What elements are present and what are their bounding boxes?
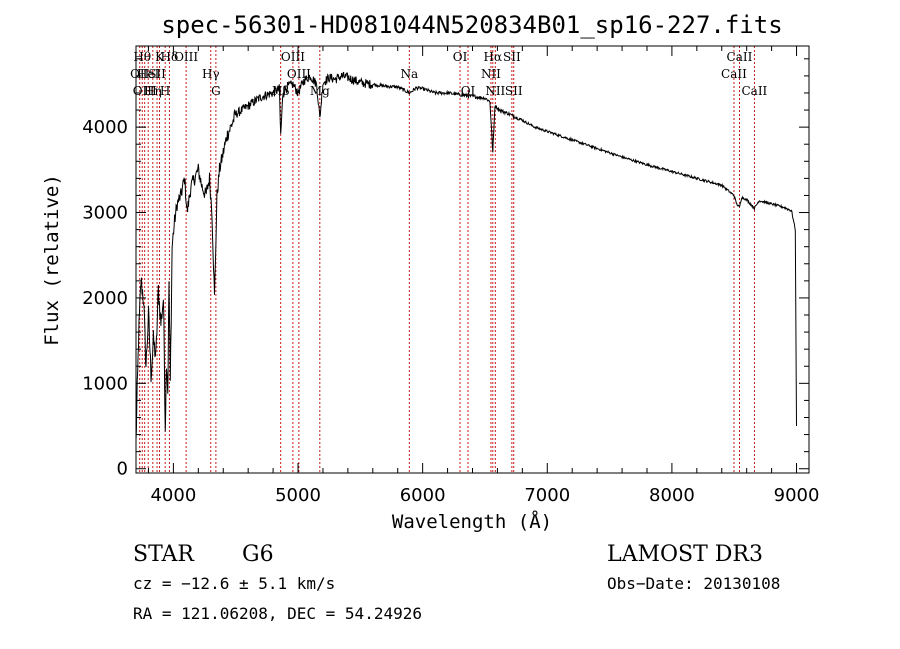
line-marker-label-0: OII <box>130 67 150 81</box>
plot-frame <box>135 45 810 474</box>
line-marker-label-1: Hθ <box>133 50 151 64</box>
y-tick-label: 0 <box>117 459 128 480</box>
line-marker-label-5: SII <box>148 67 166 81</box>
redshift-cz: cz = −12.6 ± 5.1 km/s <box>133 574 335 593</box>
y-axis-label: Flux (relative) <box>41 174 63 346</box>
ra-dec: RA = 121.06208, DEC = 54.24926 <box>133 604 422 623</box>
line-marker-label-26: CaII <box>741 84 767 98</box>
line-marker-label-2: OIII <box>133 84 157 98</box>
line-marker-label-16: Na <box>400 67 418 81</box>
x-axis: 4000 5000 6000 7000 8000 9000 <box>147 46 820 506</box>
line-marker-label-19: NII <box>481 67 501 81</box>
x-tick-label: 6000 <box>400 485 446 506</box>
survey-name: LAMOST DR3 <box>607 542 763 567</box>
x-axis-label: Wavelength (Å) <box>392 510 552 533</box>
series-layer <box>135 71 797 440</box>
line-marker-label-25: CaII <box>727 50 753 64</box>
x-tick-label: 9000 <box>774 485 820 506</box>
x-tick-label: 7000 <box>524 485 570 506</box>
line-marker-label-7: H <box>160 84 170 98</box>
line-marker-label-3: HeI <box>137 67 160 81</box>
line-marker-label-20: Hα <box>484 50 503 64</box>
line-marker-label-17: OI <box>453 50 468 64</box>
x-tick-label: 5000 <box>275 485 321 506</box>
line-marker-label-21: NII <box>485 84 505 98</box>
x-tick-label: 4000 <box>150 485 196 506</box>
chart-title: spec-56301-HD081044N520834B01_sp16-227.f… <box>161 11 782 39</box>
line-marker-label-23: SII <box>505 84 523 98</box>
line-markers <box>139 46 755 473</box>
line-marker-label-13: OIII <box>281 50 305 64</box>
y-tick-label: 1000 <box>82 373 128 394</box>
x-tick-label: 8000 <box>649 485 695 506</box>
y-tick-label: 2000 <box>82 288 128 309</box>
line-marker-label-6: K <box>155 50 165 64</box>
spectrum-line <box>135 71 797 440</box>
line-marker-label-15: Mg <box>310 84 330 98</box>
line-marker-label-24: CaII <box>721 67 747 81</box>
line-marker-label-14: OIII <box>287 67 311 81</box>
line-marker-label-9: OIII <box>174 50 198 64</box>
line-marker-label-11: G <box>211 84 221 98</box>
y-tick-label: 3000 <box>82 203 128 224</box>
line-marker-label-10: Hγ <box>202 67 220 81</box>
line-marker-label-22: SII <box>503 50 521 64</box>
object-class: STAR <box>133 542 195 567</box>
y-axis: 0 1000 2000 3000 4000 <box>82 58 809 480</box>
line-marker-label-4: Hη <box>144 84 162 98</box>
y-tick-label: 4000 <box>82 117 128 138</box>
observation-date: Obs−Date: 20130108 <box>607 574 780 593</box>
subclass: G6 <box>242 542 274 567</box>
